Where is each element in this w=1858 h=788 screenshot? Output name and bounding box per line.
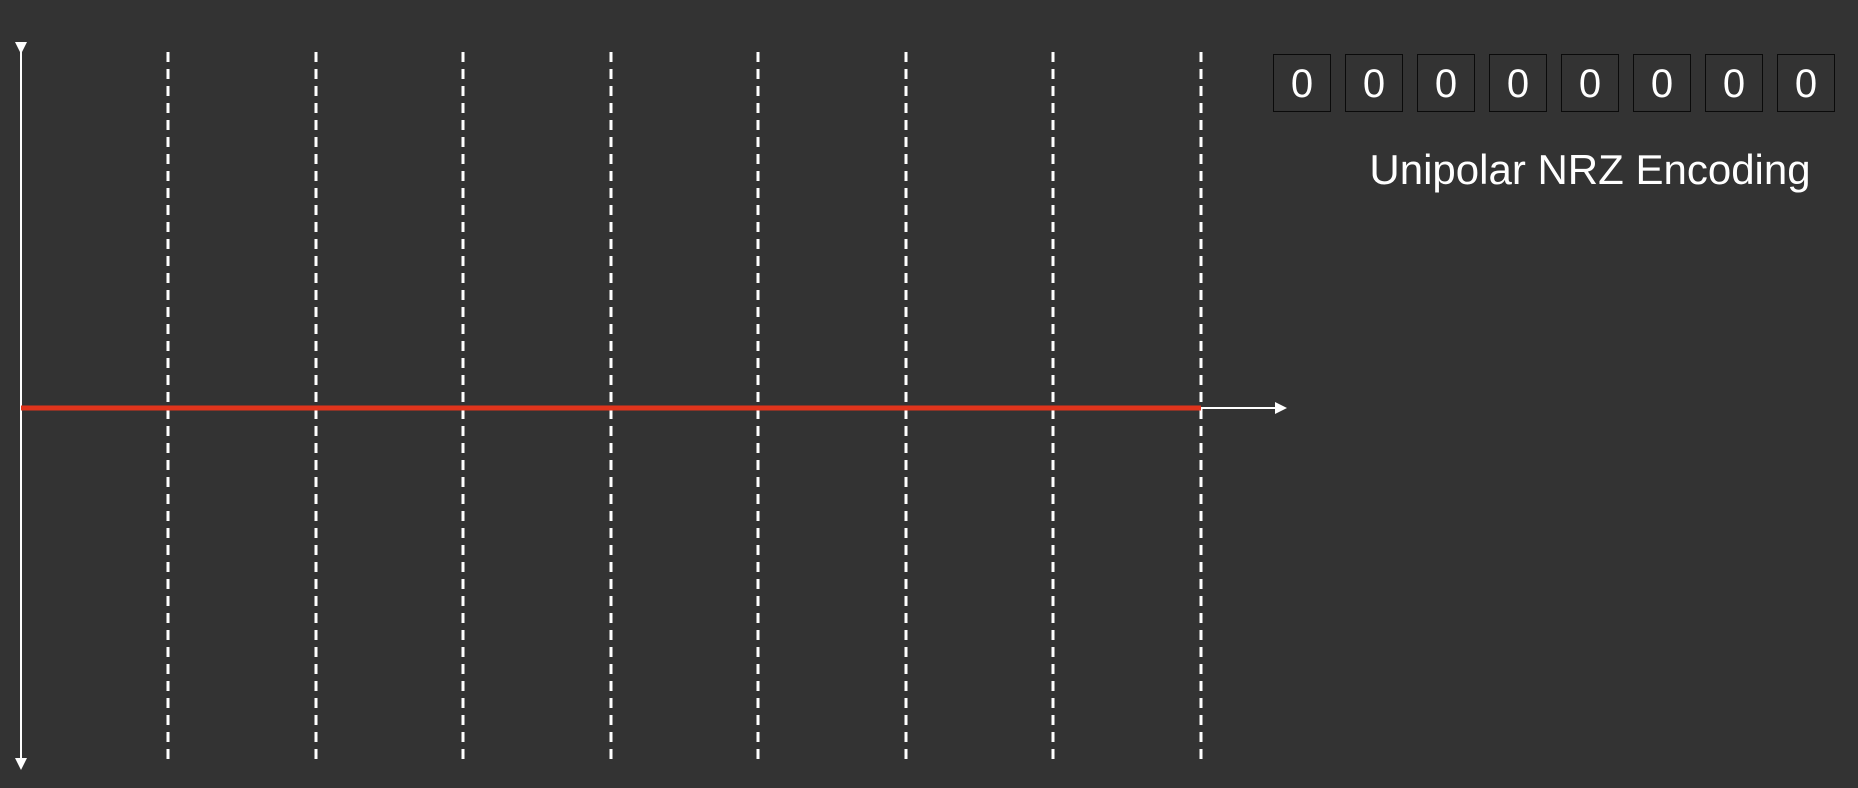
bit-toggle-5[interactable]: 0 [1561,54,1619,112]
bit-toggle-6[interactable]: 0 [1633,54,1691,112]
bit-toggle-3[interactable]: 0 [1417,54,1475,112]
bit-toggle-8[interactable]: 0 [1777,54,1835,112]
bit-toggle-2[interactable]: 0 [1345,54,1403,112]
signal-plot [15,42,1287,770]
bit-input-row: 0 0 0 0 0 0 0 0 [1273,54,1835,112]
bit-toggle-4[interactable]: 0 [1489,54,1547,112]
bit-toggle-1[interactable]: 0 [1273,54,1331,112]
encoding-title: Unipolar NRZ Encoding [1369,146,1811,193]
bit-toggle-7[interactable]: 0 [1705,54,1763,112]
